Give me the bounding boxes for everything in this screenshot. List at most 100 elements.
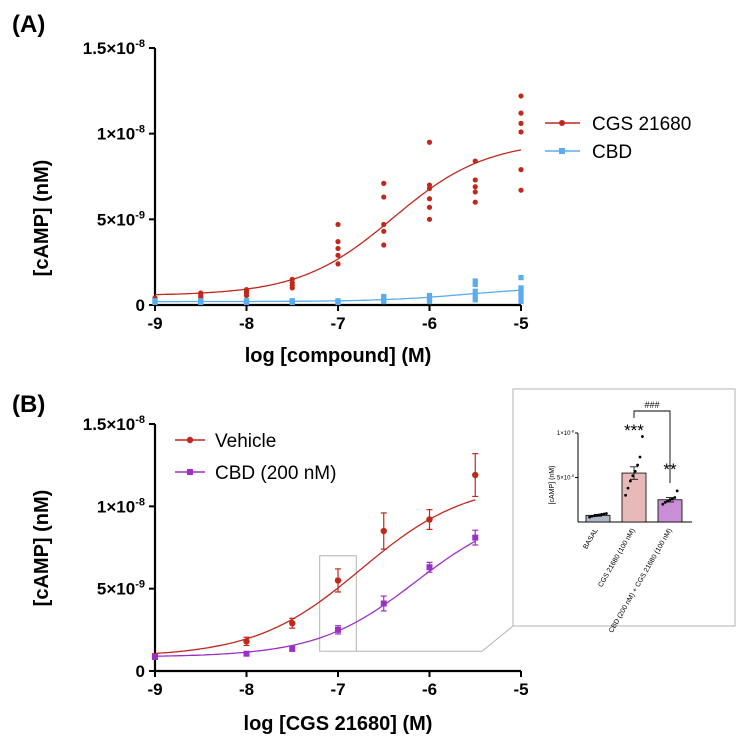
panel-b-y-tick-label: 0 [136,662,145,681]
panel-a-xlabel: log [compound] (M) [245,345,432,367]
data-point-cbd [289,298,295,304]
data-point-cgs [472,199,478,205]
data-point-vehicle [380,527,387,535]
zoom-rectangle [319,555,357,652]
panel-b-zoom-box [319,555,514,652]
data-point-cbd [472,293,478,300]
data-point-cbd200 [335,626,341,633]
data-point-cgs [472,177,478,183]
data-point-cgs [426,216,433,222]
data-point-cgs [518,167,524,173]
legend-cbd-label: CBD [592,142,632,163]
inset-data-point [605,512,608,515]
data-point-cgs [198,290,204,296]
panel-b-x-tick-label: -6 [422,680,437,699]
data-point-cbd [518,298,524,305]
panel-a-ylabel: [cAMP] (nM) [31,160,53,277]
inset-data-point [633,469,637,473]
data-point-cgs [426,204,433,210]
legend-cbd-marker [559,148,565,154]
panel-a-y-tick-label: 1×10-8 [97,124,145,144]
inset-chart: [cAMP] (nM) 5×10-91×10-8 *** ** ### BASA… [512,388,736,634]
inset-data-point [638,455,642,459]
panel-b-points [151,453,479,661]
inset-annotation-cgs: *** [624,421,644,440]
data-point-cgs [335,239,341,245]
inset-data-point [629,479,632,483]
panel-b-y-tick-label: 5×10-9 [97,579,145,599]
inset-data-point [631,474,635,478]
inset-ylabel: [cAMP] (nM) [549,466,556,505]
panel-b-ylabel: [cAMP] (nM) [31,490,53,607]
inset-y-tick-label: 1×10-8 [557,429,575,438]
data-point-cgs [335,221,341,228]
data-point-cgs [381,194,387,200]
data-point-cgs [426,139,433,145]
data-point-cgs [518,187,524,193]
data-point-cbd [472,297,478,303]
inset-data-point [636,463,639,467]
data-point-cbd [198,298,204,304]
panel-b-label: (B) [12,391,45,418]
inset-bar [657,499,683,523]
inset-points [588,435,679,519]
data-point-cgs [426,196,433,202]
data-point-vehicle [334,577,342,584]
data-point-cbd [518,285,524,291]
data-point-vehicle [289,620,296,627]
inset-data-point [641,435,644,438]
inset-data-point [600,513,603,516]
panel-b-y-tick-label: 1.5×10-8 [83,414,145,434]
legend-cbd200-marker [187,469,193,475]
panel-b-xlabel: log [CGS 21680] (M) [244,713,433,735]
inset-data-point [624,493,627,497]
data-point-cbd200 [243,650,250,657]
inset-data-point [663,501,667,504]
panel-a-x-tick-label: -8 [239,314,254,333]
data-point-cbd [472,288,478,294]
data-point-cgs [426,182,433,188]
data-point-cgs [518,93,524,99]
data-point-cgs [335,261,341,267]
panel-a-x-tick-label: -6 [422,314,437,333]
panel-a-x-tick-label: -9 [147,314,162,333]
legend-vehicle-marker [186,436,194,444]
panel-a-label: (A) [12,11,45,38]
data-point-cgs [381,228,387,234]
data-point-cgs [472,158,478,164]
data-point-cbd [426,292,433,299]
panel-a-y-tick-label: 0 [136,296,145,315]
panel-b-x-tick-label: -7 [330,680,345,699]
data-point-cgs [518,120,524,126]
legend-cgs-label: CGS 21680 [592,114,691,135]
inset-bars [585,466,683,523]
fit-curve-vehicle [154,499,476,655]
data-point-cbd [243,298,250,304]
data-point-cgs [243,286,250,293]
data-point-cbd [518,295,524,301]
data-point-vehicle [472,471,479,479]
panel-b-y-tick-label: 1×10-8 [97,496,145,516]
data-point-cbd [518,288,524,294]
panel-a-y-tick-label: 1.5×10-8 [83,38,145,58]
data-point-cgs [381,242,387,248]
legend-cbd200-label: CBD (200 nM) [215,463,336,484]
fit-curve-cgs [155,149,522,296]
inset-data-point [588,515,591,519]
inset-data-point [675,489,679,493]
inset-data-point [593,514,596,518]
panel-a-x-tick-label: -5 [513,314,528,333]
inset-data-point [590,514,594,518]
inset-data-point [661,502,665,506]
inset-data-point [595,513,599,517]
data-point-cbd [152,298,158,304]
inset-y-tick-label: 5×10-9 [557,473,575,482]
data-point-cbd200 [472,534,479,541]
data-point-cgs [335,252,341,258]
data-point-cgs [289,276,295,282]
legend-vehicle-label: Vehicle [215,431,276,452]
data-point-cgs [381,180,387,186]
panel-b-x-tick-label: -8 [239,680,254,699]
data-point-cbd [518,292,524,298]
data-point-cbd [335,298,341,304]
